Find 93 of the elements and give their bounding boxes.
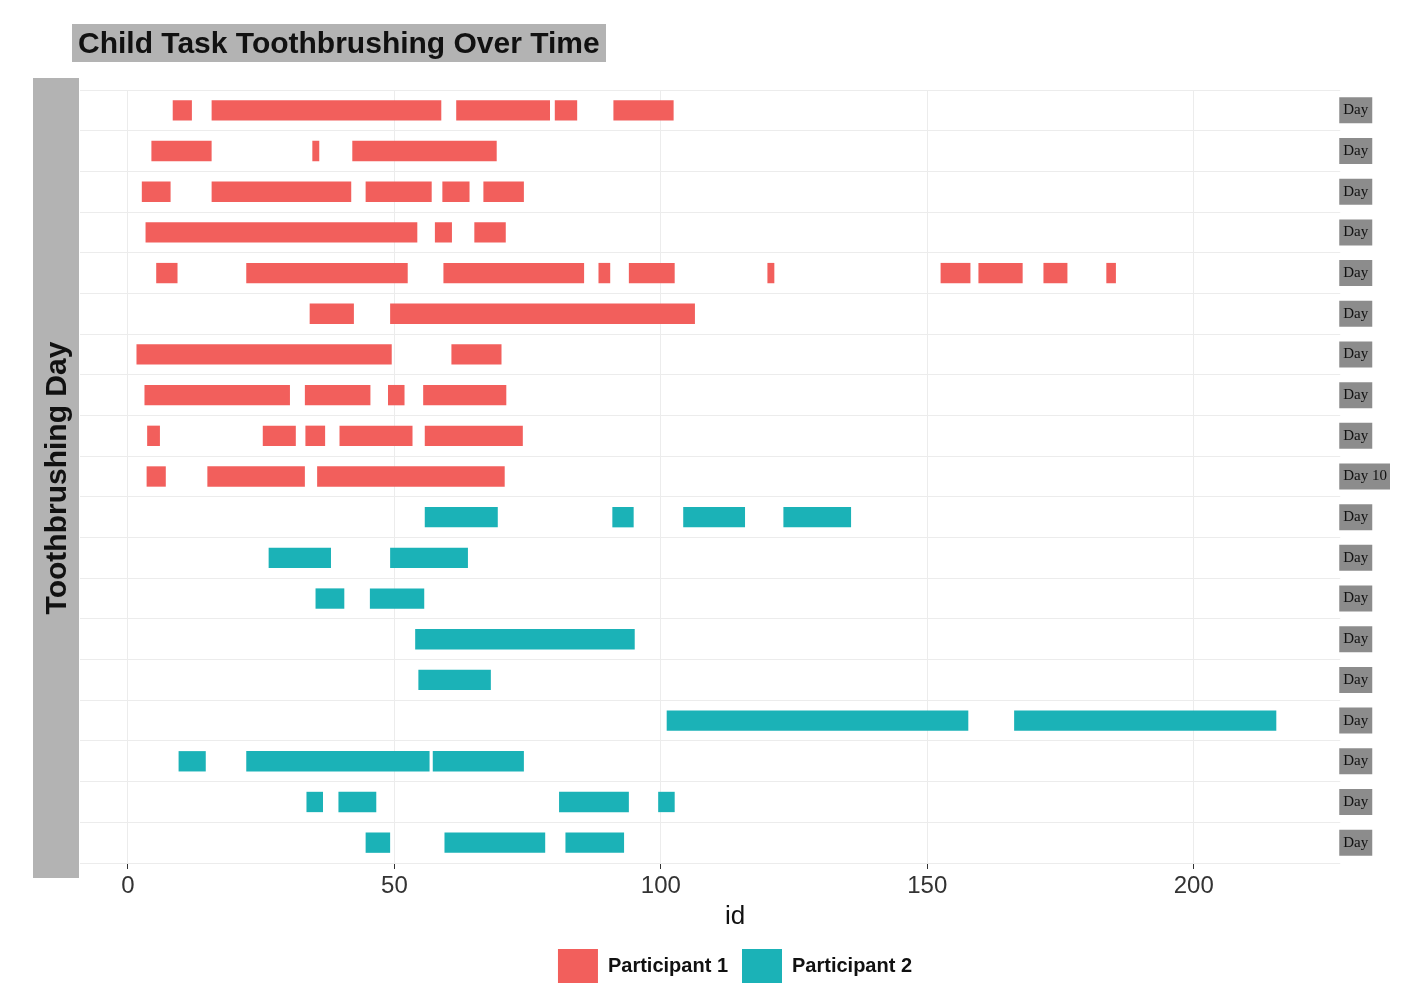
bar [442, 181, 470, 202]
bar [483, 181, 524, 202]
bar [312, 140, 320, 162]
bar [451, 344, 502, 365]
bar [317, 466, 505, 487]
bar [390, 547, 468, 569]
bar [207, 466, 305, 487]
chart-title: Child Task Toothbrushing Over Time [72, 24, 606, 62]
bar [172, 100, 192, 121]
bar [305, 425, 326, 446]
y-tick-label: Day [1343, 833, 1369, 850]
bar [658, 791, 675, 813]
bar [424, 425, 523, 446]
y-tick-label: Day [1343, 792, 1369, 809]
y-tick-label: Day [1343, 182, 1369, 199]
y-tick-label: Day [1343, 386, 1369, 403]
bar [147, 425, 160, 446]
bar [145, 222, 418, 243]
bar [940, 262, 971, 284]
bar [565, 832, 625, 853]
bar [432, 751, 524, 772]
bar [783, 507, 852, 528]
bar [339, 425, 413, 446]
bar [978, 262, 1023, 284]
bar [613, 100, 674, 121]
bar [418, 669, 491, 691]
bar [388, 384, 405, 406]
bar [666, 710, 969, 731]
bar [767, 262, 775, 284]
bar [262, 425, 296, 446]
y-tick-label: Day [1343, 630, 1369, 647]
bar [151, 140, 212, 162]
x-tick-label: 200 [1173, 871, 1214, 899]
x-tick-label: 100 [640, 871, 681, 899]
bar [434, 222, 452, 243]
bar [474, 222, 506, 243]
y-tick-label: Day [1343, 711, 1369, 728]
bar [423, 384, 507, 406]
y-axis-title: Toothbrushing Day [39, 341, 73, 615]
bar [352, 140, 497, 162]
x-tick-label: 0 [121, 871, 135, 899]
bar [443, 262, 585, 284]
y-tick-label: Day [1343, 548, 1369, 565]
bar [246, 262, 408, 284]
y-tick-label: Day [1343, 223, 1369, 240]
bar [456, 100, 550, 121]
bar [365, 832, 391, 853]
bar [146, 466, 166, 487]
bar [268, 547, 331, 569]
bar [424, 507, 498, 528]
y-tick-label: Day [1343, 589, 1369, 606]
bar [211, 181, 352, 202]
y-tick-label: Day [1343, 304, 1369, 321]
bar [156, 262, 178, 284]
bar [559, 791, 629, 813]
y-tick-label: Day [1343, 670, 1369, 687]
bar [683, 507, 746, 528]
bar [211, 100, 442, 121]
bar [136, 344, 392, 365]
y-tick-label: Day [1343, 141, 1369, 158]
bar [444, 832, 546, 853]
y-tick-label: Day [1343, 426, 1369, 443]
y-tick-label: Day [1343, 101, 1369, 118]
bar [144, 384, 290, 406]
y-tick-label: Day [1343, 264, 1369, 281]
bar [390, 303, 695, 324]
bar [415, 629, 635, 650]
y-tick-label: Day [1343, 345, 1369, 362]
y-tick-label: Day [1343, 752, 1369, 769]
y-tick-label: Day 10 [1343, 467, 1388, 484]
bar [628, 262, 675, 284]
legend-label: Participant 1 [607, 953, 729, 976]
bar [309, 303, 354, 324]
x-tick-label: 50 [381, 871, 408, 899]
bar [178, 751, 206, 772]
x-tick-label: 150 [907, 871, 948, 899]
bar [554, 100, 578, 121]
legend-label: Participant 2 [792, 953, 913, 976]
bar [1043, 262, 1068, 284]
bar [246, 751, 430, 772]
bar [1106, 262, 1116, 284]
bar [1014, 710, 1277, 731]
bar [338, 791, 377, 813]
bar [304, 384, 371, 406]
legend-title: id [724, 899, 746, 930]
bar [365, 181, 432, 202]
y-tick-label: Day [1343, 508, 1369, 525]
bar [369, 588, 425, 609]
bar [315, 588, 345, 609]
bar [306, 791, 323, 813]
bar [612, 507, 634, 528]
bar [141, 181, 171, 202]
bar [598, 262, 611, 284]
